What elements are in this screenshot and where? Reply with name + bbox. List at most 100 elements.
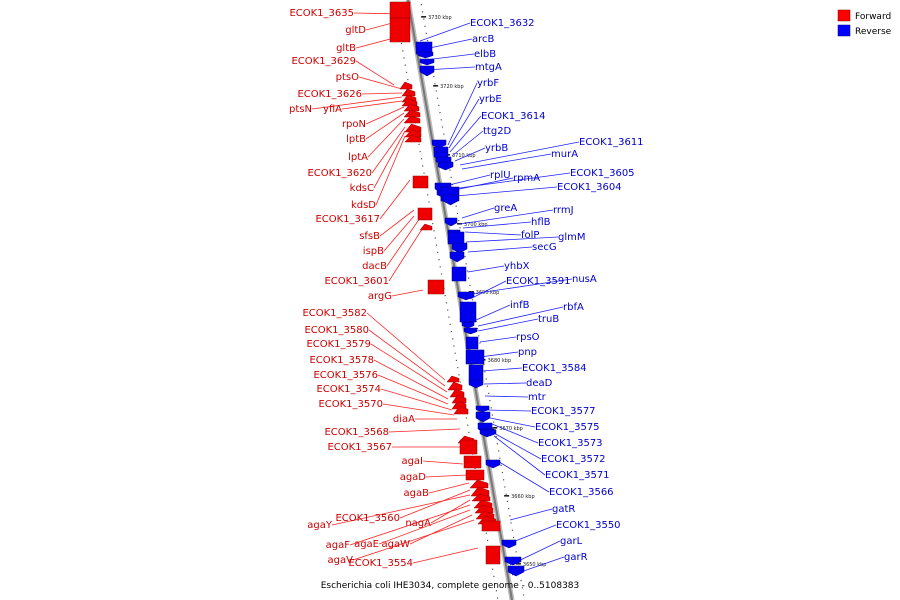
axis-tick <box>455 359 457 361</box>
forward-leader-line <box>331 494 471 526</box>
axis-tick <box>440 119 442 121</box>
forward-leader-lines <box>311 12 479 564</box>
reverse-leader-line <box>464 231 522 236</box>
forward-feature <box>389 17 411 43</box>
forward-gene-label: agaF <box>326 540 351 551</box>
reverse-leader-line <box>457 278 573 297</box>
axis-tick <box>484 371 486 373</box>
axis-tick <box>427 194 429 196</box>
reverse-feature <box>501 539 517 549</box>
axis-tick <box>495 436 497 438</box>
axis-tick <box>494 583 496 585</box>
axis-tick <box>459 381 461 383</box>
forward-leader-line <box>380 388 453 411</box>
axis-tick <box>513 536 515 538</box>
forward-gene-label: kdsD <box>351 200 376 211</box>
reverse-leader-line <box>481 367 523 372</box>
reverse-gene-label: rplU <box>490 170 511 181</box>
forward-leader-line <box>371 126 406 174</box>
kbp-label: 3720 kbp <box>440 84 464 90</box>
axis-tick <box>509 515 511 517</box>
reverse-leader-line <box>459 141 580 166</box>
forward-feature <box>427 279 445 295</box>
reverse-feature <box>485 459 501 469</box>
reverse-gene-label: murA <box>551 149 578 160</box>
forward-gene-label: ECOK1_3567 <box>327 442 392 453</box>
kbp-tick <box>492 427 498 429</box>
kbp-tick <box>515 563 521 565</box>
reverse-leader-line <box>419 22 471 42</box>
reverse-leader-line <box>461 207 495 219</box>
forward-gene-label: ECOK1_3568 <box>324 427 389 438</box>
axis-tick <box>497 597 499 599</box>
forward-gene-label: diaA <box>393 414 415 425</box>
reverse-leader-line <box>491 431 542 460</box>
reverse-gene-label: mtr <box>528 392 547 403</box>
kbp-label: 3650 kbp <box>523 562 547 568</box>
forward-gene-labels: ECOK1_3635 gltD gltB ECOK1_3629 ptsO ECOK1_36… <box>289 8 431 569</box>
axis-tick <box>515 551 517 553</box>
reverse-gene-label: ECOK1_3571 <box>545 470 610 481</box>
legend-reverse-label: Reverse <box>855 27 892 37</box>
legend-forward-swatch <box>837 9 851 22</box>
axis-tick <box>420 158 423 160</box>
axis-tick <box>474 467 476 469</box>
forward-leader-line <box>379 209 415 237</box>
forward-gene-label: nagA <box>405 518 431 529</box>
forward-leader-line <box>349 504 471 546</box>
axis-tick <box>457 367 459 369</box>
reverse-gene-label: ECOK1_3575 <box>535 422 600 433</box>
reverse-leader-line <box>493 435 546 476</box>
legend-forward-label: Forward <box>855 12 891 22</box>
genome-caption: Escherichia coli IHE3034, complete genom… <box>321 581 580 591</box>
forward-feature <box>403 115 421 124</box>
forward-gene-label: ispB <box>363 246 384 257</box>
axis-tick <box>458 374 460 376</box>
axis-tick <box>494 428 496 430</box>
reverse-gene-label: yrbF <box>477 78 499 89</box>
reverse-leader-line <box>462 221 532 229</box>
axis-tick <box>439 112 441 114</box>
reverse-feature <box>504 556 522 566</box>
reverse-feature <box>459 301 477 323</box>
axis-tick <box>510 522 512 524</box>
reverse-feature <box>447 231 465 245</box>
forward-leader-line <box>373 130 406 189</box>
reverse-leader-line <box>477 318 539 332</box>
reverse-leader-line <box>485 409 532 412</box>
forward-gene-label: ECOK1_3601 <box>324 276 389 287</box>
axis-tick <box>492 568 494 570</box>
forward-gene-label: ECOK1_3578 <box>309 355 374 366</box>
reverse-gene-label: ECOK1_3591 <box>506 276 571 287</box>
axis-tick <box>499 457 501 459</box>
forward-features <box>389 1 501 565</box>
reverse-leader-line <box>477 306 564 327</box>
axis-tick <box>428 201 430 203</box>
kbp-tick <box>504 495 510 497</box>
forward-leader-line <box>428 482 470 494</box>
forward-leader-line <box>355 37 395 49</box>
forward-gene-label: agaI <box>401 456 423 467</box>
reverse-leader-line <box>451 172 571 190</box>
axis-tick <box>422 165 424 167</box>
axis-tick <box>454 352 456 354</box>
axis-tick <box>468 431 470 433</box>
axis-tick <box>503 479 505 481</box>
axis-tick <box>493 421 495 423</box>
forward-gene-label: agaY <box>307 520 333 531</box>
reverse-gene-label: ECOK1_3605 <box>570 168 635 179</box>
kbp-label: 3690 kbp <box>476 290 500 296</box>
kbp-label: 3660 kbp <box>511 494 535 500</box>
axis-tick <box>433 230 435 232</box>
reverse-feature <box>465 336 479 350</box>
kbp-scale: 3730 kbp 3720 kbp 3710 kbp 3700 kbp 3690 kbp… <box>421 15 546 568</box>
forward-gene-label: yfiA <box>323 104 342 115</box>
axis-tick <box>476 328 478 330</box>
axis-tick <box>466 270 469 272</box>
axis-tick <box>465 263 467 265</box>
reverse-gene-label: ECOK1_3572 <box>541 454 606 465</box>
forward-feature <box>419 223 433 231</box>
axis-tick <box>459 227 461 229</box>
axis-tick <box>505 493 507 495</box>
axis-tick <box>444 295 446 297</box>
